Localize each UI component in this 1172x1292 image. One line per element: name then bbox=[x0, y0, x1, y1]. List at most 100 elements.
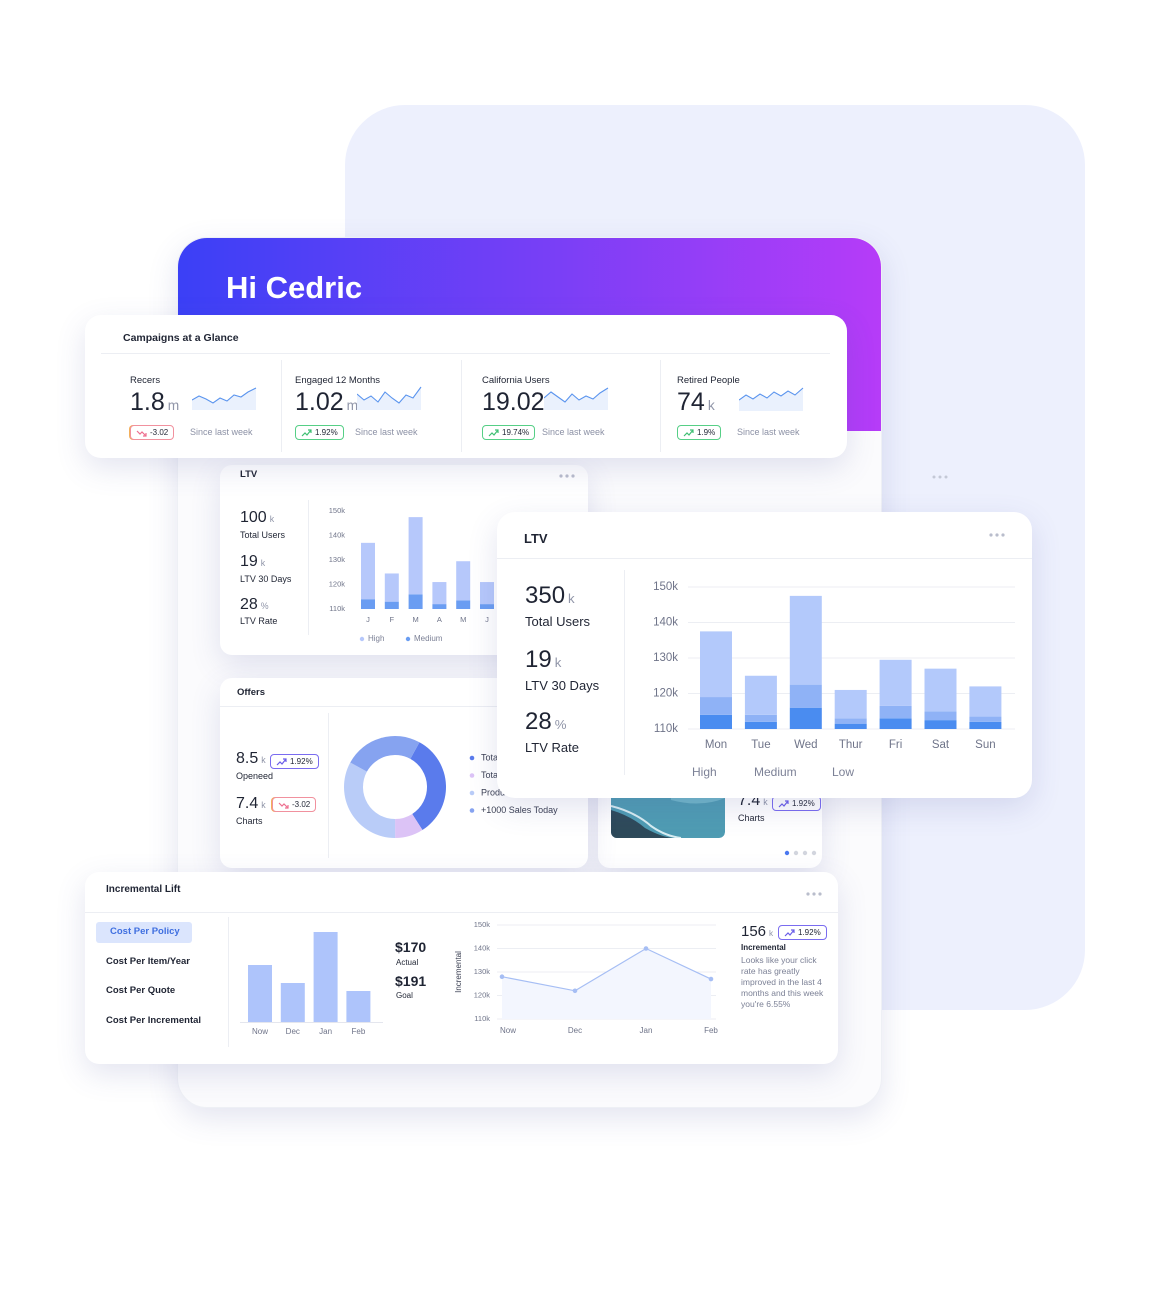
trend-icon bbox=[683, 428, 694, 436]
legend-marker bbox=[469, 773, 475, 778]
bar-segment bbox=[834, 689, 867, 719]
menu-item[interactable]: Cost Per Incremental bbox=[106, 1014, 202, 1026]
card-title: Campaigns at a Glance bbox=[123, 332, 239, 344]
x-tick-label: F bbox=[390, 615, 395, 624]
legend-label: Tota bbox=[481, 752, 498, 762]
donut-segment bbox=[344, 762, 396, 838]
x-tick-label: Feb bbox=[352, 1027, 366, 1036]
bar-segment bbox=[879, 705, 912, 719]
column-separator bbox=[281, 360, 282, 452]
trend-arrow bbox=[488, 428, 499, 436]
x-tick-label: Dec bbox=[568, 1026, 582, 1035]
y-tick-label: 110k bbox=[474, 1014, 490, 1023]
line-point bbox=[572, 988, 578, 994]
donut-segment bbox=[395, 813, 423, 838]
change-badge: -3.02 bbox=[130, 425, 175, 440]
bar bbox=[346, 991, 371, 1022]
change-text: 1.92% bbox=[290, 757, 313, 766]
legend-label: Medium bbox=[754, 765, 797, 779]
y-tick-label: 120k bbox=[474, 990, 491, 999]
divider bbox=[497, 558, 1032, 559]
change-badge: 1.92% bbox=[270, 754, 319, 769]
y-tick-label: 130k bbox=[474, 967, 491, 976]
divider bbox=[101, 353, 830, 354]
bar-segment bbox=[480, 582, 494, 605]
x-tick-label: Now bbox=[500, 1026, 516, 1035]
change-text: 1.92% bbox=[798, 928, 821, 937]
bar-segment bbox=[700, 697, 732, 715]
carousel-dot[interactable] bbox=[811, 850, 817, 856]
line-point bbox=[708, 976, 714, 982]
stat-unit: k bbox=[763, 797, 768, 807]
line-point bbox=[643, 946, 649, 951]
stat-number: 19 bbox=[240, 553, 258, 570]
carousel-dot[interactable] bbox=[784, 850, 790, 856]
legend-label: +1000 Sales Today bbox=[481, 805, 558, 815]
menu-item[interactable]: Cost Per Quote bbox=[106, 985, 176, 996]
bar-segment bbox=[700, 631, 732, 698]
menu-dots[interactable] bbox=[930, 472, 952, 482]
stat-number: 156 bbox=[741, 923, 767, 940]
bar-segment bbox=[744, 675, 777, 715]
menu-item[interactable]: Cost Per Item/Year bbox=[106, 955, 190, 967]
stat-unit: k bbox=[554, 655, 562, 670]
menu-dots[interactable] bbox=[557, 472, 579, 480]
change-badge: 19.74% bbox=[482, 425, 536, 440]
bar-segment bbox=[834, 718, 867, 724]
card-title: Incremental Lift bbox=[106, 884, 181, 895]
trend-arrow bbox=[683, 428, 694, 436]
trend-icon bbox=[136, 430, 147, 437]
stat-unit: k bbox=[260, 558, 266, 568]
bar-segment bbox=[924, 720, 957, 729]
stat-number: 74 bbox=[677, 388, 705, 416]
column-separator bbox=[328, 713, 329, 858]
offers-donut: Tota Tota Produ +1000 Sales Today bbox=[344, 736, 558, 838]
bar-segment bbox=[924, 668, 957, 712]
stat-value: 74 k bbox=[677, 387, 715, 417]
x-tick-label: Now bbox=[252, 1027, 268, 1036]
y-tick-label: 110k bbox=[329, 604, 345, 613]
incremental-card: Incremental Lift Cost Per Policy Cost Per … bbox=[85, 872, 838, 1064]
stat-unit: k bbox=[269, 514, 275, 524]
carousel-dot[interactable] bbox=[793, 850, 799, 856]
x-tick-label: Sat bbox=[932, 739, 950, 751]
x-tick-label: Jan bbox=[319, 1027, 332, 1036]
carousel-dot[interactable] bbox=[802, 850, 808, 856]
menu-dot bbox=[812, 892, 816, 896]
sparkline bbox=[544, 387, 609, 410]
stat-unit: k bbox=[707, 398, 715, 413]
trend-icon bbox=[278, 802, 289, 809]
menu-dot bbox=[559, 474, 563, 478]
bar-segment bbox=[361, 542, 375, 600]
menu-dot bbox=[818, 892, 822, 896]
kpi-note: Since last week bbox=[355, 427, 418, 437]
change-text: 1.92% bbox=[792, 799, 815, 808]
image-foam bbox=[611, 805, 682, 838]
ltv-small-chart: 110k 120k 130k 140k 150k J F M A M J High Medium bbox=[329, 506, 494, 643]
x-tick-label: Thur bbox=[839, 739, 863, 751]
legend-marker bbox=[359, 636, 365, 642]
change-text: 1.92% bbox=[315, 428, 338, 437]
menu-highlight bbox=[96, 922, 192, 943]
menu-dots[interactable] bbox=[987, 531, 1009, 539]
amount-label: Goal bbox=[396, 991, 413, 1000]
stat-value: 8.5 k bbox=[236, 749, 266, 768]
x-tick-label: Tue bbox=[751, 739, 770, 751]
stat-value: 28% bbox=[525, 708, 566, 737]
stat-unit: m bbox=[346, 398, 359, 413]
line bbox=[501, 947, 712, 992]
menu-item[interactable]: Cost Per Policy bbox=[110, 926, 180, 937]
bar-segment bbox=[789, 707, 822, 729]
legend-label: Low bbox=[832, 765, 854, 779]
sparkline-area bbox=[357, 387, 421, 410]
sparkline bbox=[192, 387, 257, 410]
menu-dots[interactable] bbox=[804, 890, 826, 898]
change-badge: 1.92% bbox=[772, 796, 821, 811]
bar-segment bbox=[969, 686, 1002, 717]
kpi-label: Retired People bbox=[677, 375, 740, 386]
y-tick-label: 150k bbox=[653, 581, 678, 593]
y-axis-title: Incremental bbox=[454, 951, 463, 993]
trend-arrow bbox=[278, 802, 289, 809]
